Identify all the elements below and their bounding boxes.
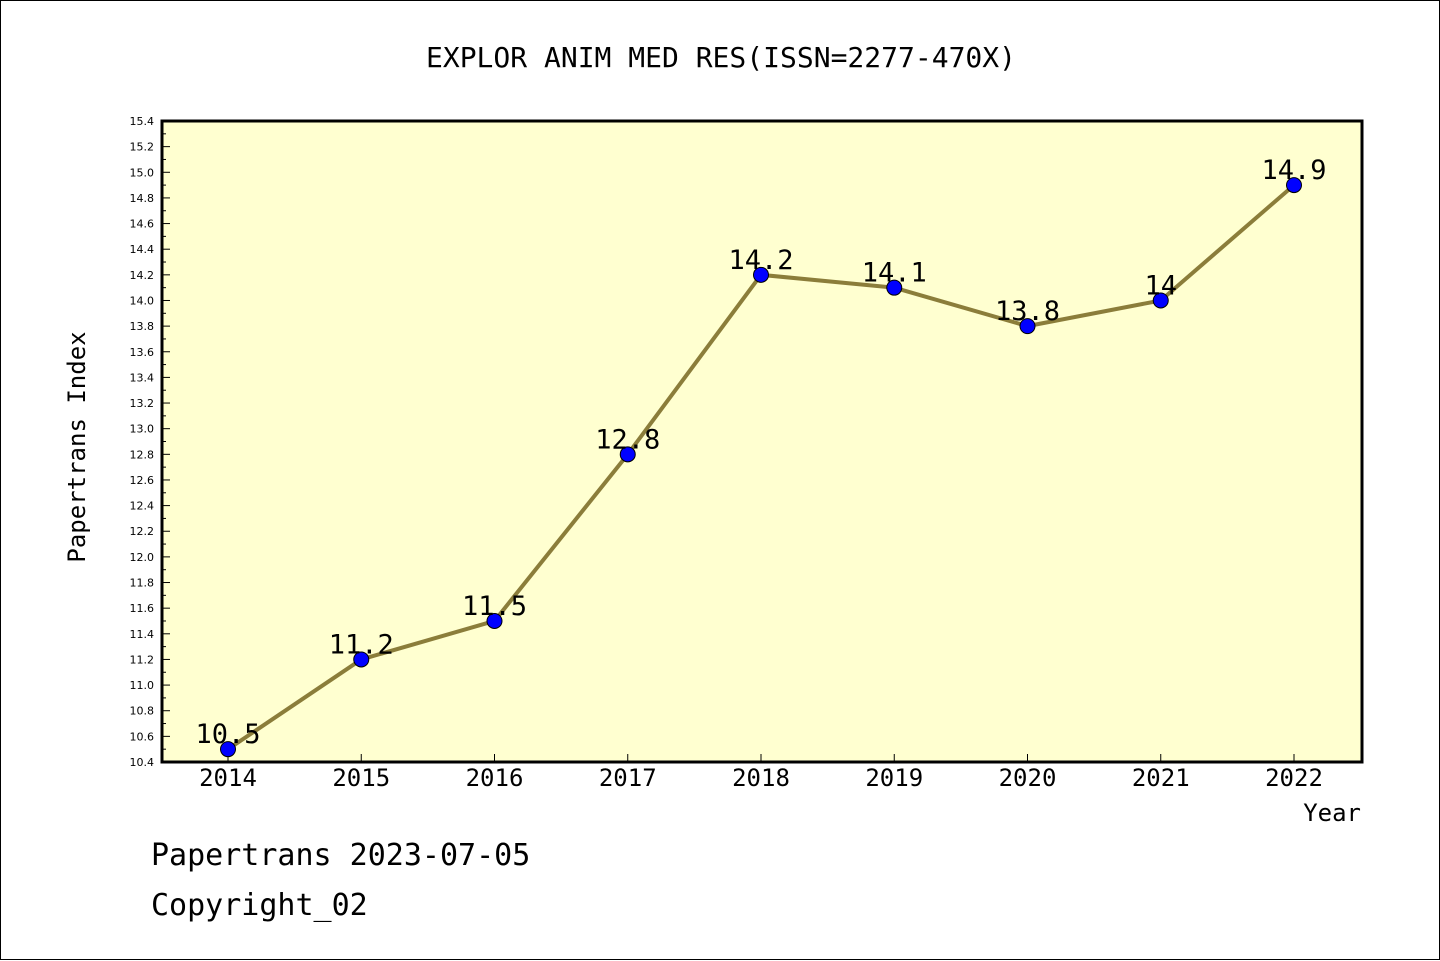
y-tick-label: 11.2 [130, 653, 155, 666]
data-label: 11.5 [462, 591, 527, 622]
y-tick-label: 13.6 [130, 346, 155, 359]
y-tick-label: 13.0 [130, 423, 155, 436]
y-tick-label: 14.4 [130, 243, 155, 256]
data-point [486, 612, 503, 629]
data-point [1019, 318, 1036, 335]
data-point [1286, 177, 1302, 194]
footer-copyright: Copyright_02 [151, 888, 368, 923]
data-point [753, 266, 769, 283]
y-tick-label: 13.2 [130, 397, 155, 410]
y-tick-label: 15.2 [130, 141, 155, 154]
y-tick-label: 12.0 [130, 551, 155, 564]
y-tick-label: 10.8 [130, 705, 155, 718]
data-label: 14 [1144, 270, 1177, 301]
y-tick-label: 14.8 [130, 192, 155, 205]
y-tick-label: 15.4 [130, 115, 155, 128]
y-tick-label: 14.6 [130, 218, 155, 231]
data-point [1152, 292, 1169, 309]
x-axis-ticks: 2014 2015 2016 2017 2018 2019 2020 2021 2022 [199, 754, 1323, 792]
y-tick-label: 12.6 [130, 474, 155, 487]
y-tick-label: 11.0 [130, 679, 155, 692]
y-tick-label: 15.0 [130, 166, 155, 179]
x-tick-label: 2015 [332, 764, 390, 792]
y-tick-label: 11.4 [130, 628, 155, 641]
x-tick-label: 2016 [466, 764, 524, 792]
y-tick-label: 14.0 [130, 294, 155, 307]
footer-date: Papertrans 2023-07-05 [151, 838, 530, 873]
y-tick-label: 12.2 [130, 525, 155, 538]
data-label: 14.9 [1261, 155, 1326, 186]
y-tick-label: 11.8 [130, 577, 155, 590]
series-layer [220, 177, 1302, 758]
x-tick-label: 2017 [599, 764, 657, 792]
data-point [886, 279, 903, 296]
data-labels: 10.5 11.2 11.5 12.8 14.2 14.1 13.8 14 14.9 [195, 155, 1326, 750]
data-label: 11.2 [329, 629, 394, 660]
x-axis-label: Year [1303, 799, 1361, 827]
x-tick-label: 2014 [199, 764, 257, 792]
y-tick-label: 10.4 [130, 756, 155, 769]
chart-title: EXPLOR ANIM MED RES(ISSN=2277-470X) [426, 41, 1016, 74]
y-tick-label: 10.6 [130, 730, 155, 743]
plot-area [160, 119, 1364, 764]
y-tick-label: 14.2 [130, 269, 155, 282]
data-label: 12.8 [595, 424, 660, 455]
x-tick-label: 2018 [732, 764, 790, 792]
x-tick-label: 2020 [999, 764, 1057, 792]
y-tick-label: 12.4 [130, 500, 155, 513]
data-point [220, 741, 236, 758]
y-axis-ticks: 10.4 10.6 10.8 11.0 11.2 11.4 11.6 11.8 12.0 12.2… [130, 115, 170, 769]
data-label: 10.5 [195, 719, 260, 750]
x-tick-label: 2022 [1265, 764, 1323, 792]
data-label: 14.1 [862, 258, 927, 289]
y-tick-label: 13.8 [130, 320, 155, 333]
data-point [619, 446, 636, 463]
y-tick-label: 13.4 [130, 371, 155, 384]
data-point [353, 651, 370, 668]
x-tick-label: 2021 [1132, 764, 1190, 792]
y-axis-label: Papertrans Index [63, 331, 91, 562]
y-tick-label: 12.8 [130, 448, 155, 461]
data-label: 14.2 [728, 245, 793, 276]
x-tick-label: 2019 [865, 764, 923, 792]
y-tick-label: 11.6 [130, 602, 155, 615]
data-label: 13.8 [995, 296, 1060, 327]
